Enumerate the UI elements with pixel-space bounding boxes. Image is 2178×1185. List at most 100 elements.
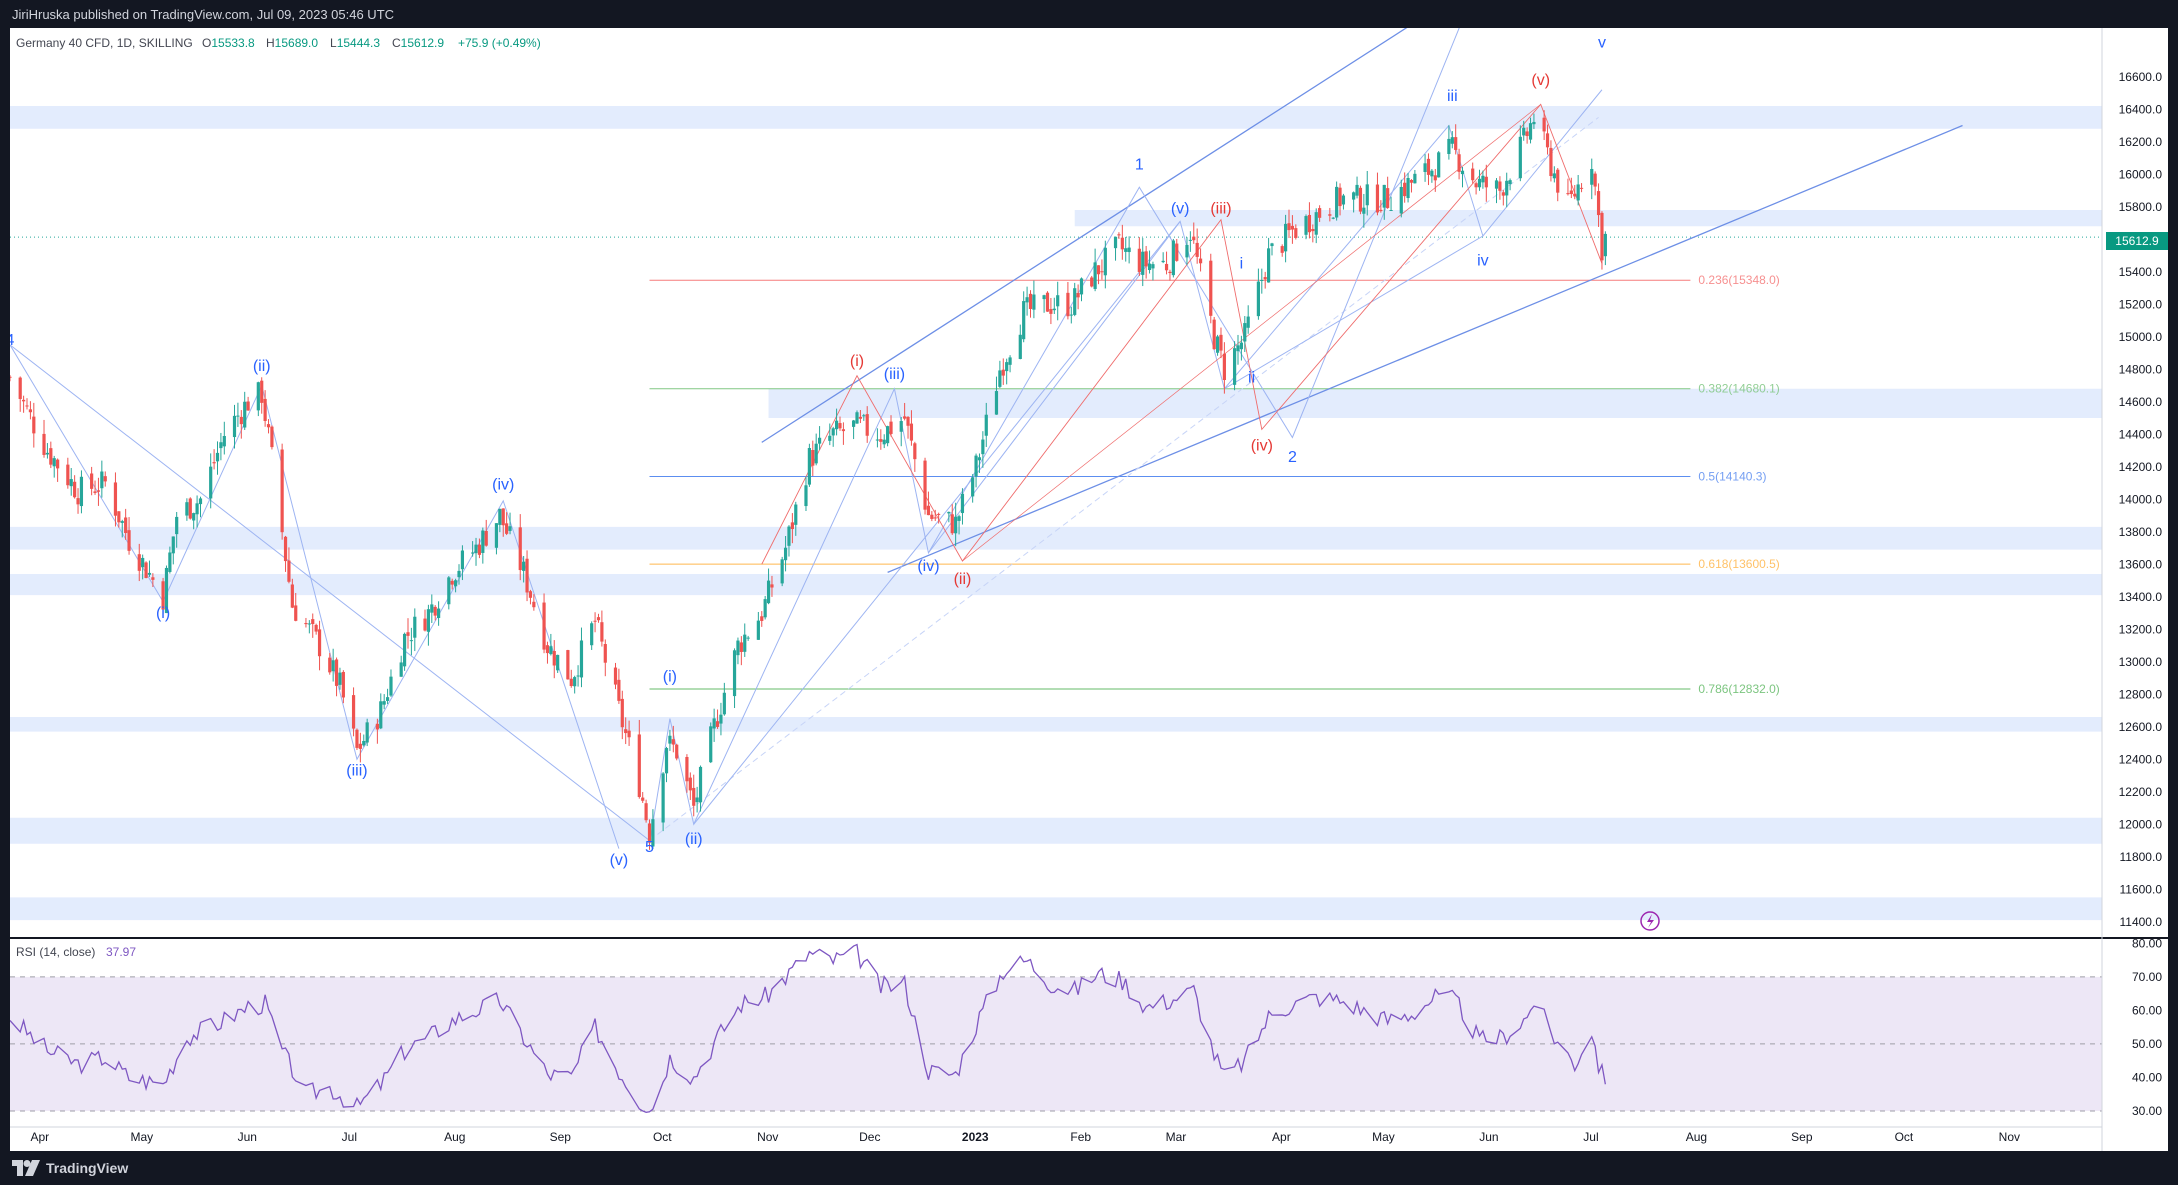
candle-body (1498, 181, 1502, 191)
candle-body (1484, 176, 1488, 188)
candle-body (852, 420, 856, 427)
support-resistance-zone (10, 574, 2102, 596)
candle-body (256, 382, 260, 411)
price-tick: 14200.0 (2119, 460, 2163, 474)
candle-body (1331, 217, 1335, 219)
candle-body (477, 544, 482, 555)
candle-body (930, 514, 934, 519)
horizontal-zones (10, 106, 2102, 921)
candle-body (576, 675, 580, 677)
candle-body (1365, 184, 1369, 206)
price-tick: 15200.0 (2119, 297, 2163, 311)
candle-body (137, 554, 141, 571)
candle-body (212, 462, 216, 464)
alert-icon[interactable] (1640, 911, 1660, 931)
candle-body (760, 616, 764, 621)
candle-body (1144, 251, 1148, 267)
candle-body (358, 743, 362, 749)
candle-body (1318, 208, 1322, 218)
price-tick: 11600.0 (2120, 882, 2163, 896)
wave-path-red[interactable] (761, 103, 1603, 565)
time-tick: 2023 (962, 1130, 989, 1144)
candle-body (923, 460, 927, 510)
candle-body (780, 559, 784, 584)
candle-body (522, 561, 526, 571)
candle-body (661, 773, 665, 823)
price-tick: 11800.0 (2120, 850, 2163, 864)
candle-body (399, 662, 403, 677)
wave-path[interactable] (9, 344, 620, 849)
candle-body (1355, 184, 1359, 196)
candle-body (1049, 309, 1053, 314)
candle-body (328, 657, 332, 673)
trend-line[interactable] (693, 221, 1181, 825)
candle-body (1232, 348, 1237, 385)
candle-body (1566, 193, 1570, 195)
candle-body (1532, 121, 1536, 125)
candle-body (1437, 152, 1441, 178)
candle-body (1314, 212, 1318, 235)
candle-body (746, 637, 750, 639)
candle-body (351, 695, 356, 729)
candle-body (457, 570, 461, 578)
chart-svg[interactable]: 0.236(15348.0) 0.382(14680.1) 0.5(14140.3)… (6, 0, 2168, 1151)
trend-lines[interactable] (9, 0, 1963, 849)
candle-body (263, 398, 267, 421)
candle-body (1522, 127, 1526, 136)
candle-body (450, 580, 454, 585)
legend-symbol: Germany 40 CFD, 1D, SKILLING (16, 36, 193, 50)
wave-path[interactable] (928, 89, 1603, 554)
candle-body (814, 443, 818, 464)
trend-line[interactable] (9, 344, 650, 841)
candle-body (613, 667, 618, 685)
candle-body (1447, 138, 1451, 154)
candle-body (188, 498, 192, 519)
candle-body (355, 729, 359, 748)
candle-body (834, 420, 839, 430)
candle-body (382, 701, 386, 705)
publish-info: JiriHruska published on TradingView.com,… (12, 7, 395, 22)
candlestick-series (8, 110, 1607, 850)
candle-body (709, 726, 713, 763)
candle-body (617, 679, 621, 701)
tradingview-logo[interactable]: TradingView (12, 1159, 152, 1179)
candle-body (739, 642, 743, 652)
candle-body (423, 618, 427, 631)
trend-line[interactable] (887, 124, 1963, 573)
price-tick: 16600.0 (2119, 70, 2163, 84)
candle-body (317, 629, 322, 657)
candle-body (124, 517, 128, 534)
trend-line[interactable] (649, 116, 1599, 841)
candle-body (294, 605, 298, 621)
trend-line[interactable] (761, 0, 1470, 443)
candle-body (331, 660, 335, 672)
fib-retracement[interactable]: 0.236(15348.0) 0.382(14680.1) 0.5(14140.3)… (649, 273, 1780, 696)
candle-body (1267, 248, 1271, 283)
candle-body (1290, 225, 1295, 230)
candle-body (1600, 212, 1604, 261)
candle-body (1362, 207, 1366, 214)
price-tick: 13800.0 (2119, 525, 2163, 539)
candle-body (1141, 251, 1145, 275)
trend-line[interactable] (1224, 235, 1484, 390)
candle-body (1079, 278, 1084, 295)
last-price-tag: 15612.9 (2106, 232, 2168, 250)
legend-high: H15689.0 (266, 36, 318, 50)
candle-body (518, 527, 522, 571)
candle-body (474, 544, 478, 554)
candle-body (889, 421, 893, 434)
candle-body (1341, 195, 1346, 205)
candle-body (73, 481, 77, 498)
candle-body (1168, 271, 1172, 274)
candle-body (886, 426, 890, 444)
candle-body (454, 580, 458, 587)
candle-body (1066, 292, 1070, 317)
candle-body (1042, 295, 1046, 300)
candle-body (838, 423, 842, 429)
candle-body (120, 521, 124, 523)
candle-body (246, 401, 250, 411)
candle-body (1171, 240, 1175, 276)
wave-label: (ii) (954, 571, 972, 588)
candle-body (1018, 334, 1022, 359)
trend-line[interactable] (962, 104, 1541, 562)
